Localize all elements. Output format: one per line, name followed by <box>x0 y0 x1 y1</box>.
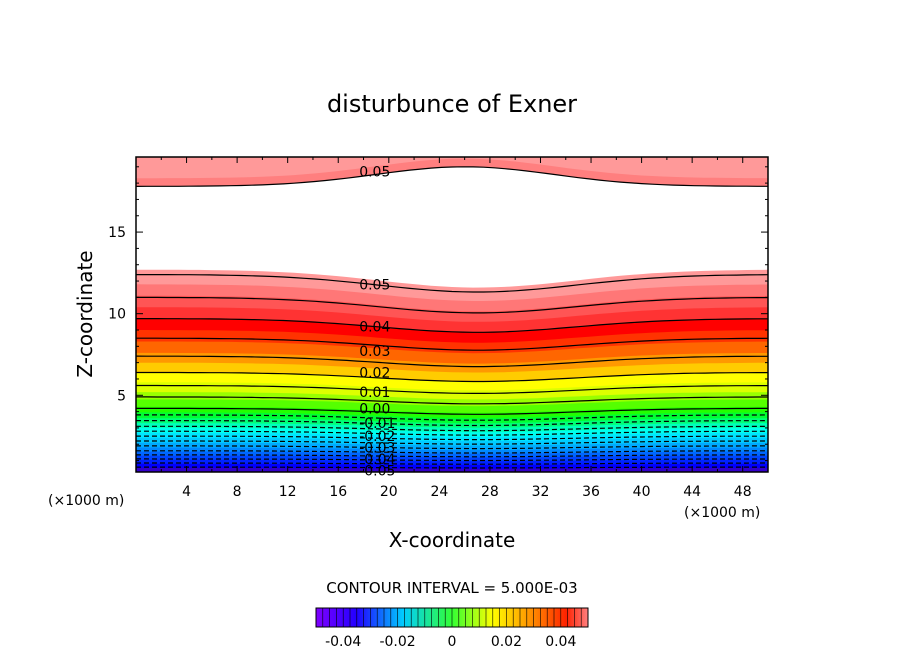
contour-label: -0.02 <box>359 429 395 445</box>
colorbar-tick-label: 0.04 <box>545 634 576 650</box>
contour-line <box>136 407 768 415</box>
colorbar-frame <box>315 607 589 628</box>
contour-interval-label: CONTOUR INTERVAL = 5.000E-03 <box>326 579 577 597</box>
chart-title: disturbunce of Exner <box>327 90 577 118</box>
y-tick-label: 10 <box>108 307 126 323</box>
contour-line <box>136 355 768 368</box>
y-axis-label: Z-coordinate <box>73 250 97 377</box>
x-tick-label: 16 <box>329 484 347 500</box>
x-tick-label: 12 <box>279 484 297 500</box>
contour-band-top <box>136 157 768 179</box>
contour-label: 0.05 <box>359 277 390 293</box>
contour-fills <box>136 157 768 488</box>
contour-labels: 0.050.050.040.030.020.010.00-0.01-0.02-0… <box>359 165 395 480</box>
x-axis-ticks: 4 8 12 16 20 24 28 32 36 40 44 48 <box>160 157 752 500</box>
x-tick-label: 4 <box>182 484 191 500</box>
contour-label: -0.01 <box>359 416 395 432</box>
contour-line <box>136 337 768 351</box>
x-tick-label: 36 <box>582 484 600 500</box>
x-tick-label: 40 <box>633 484 651 500</box>
contour-line-negative <box>136 466 768 469</box>
contour-label: 0.02 <box>359 365 390 381</box>
x-tick-label: 48 <box>734 484 752 500</box>
y-tick-label: 5 <box>117 388 126 404</box>
contour-line-negative <box>136 420 768 427</box>
contour-label: 0.05 <box>359 165 390 181</box>
contour-band <box>136 467 768 472</box>
x-unit-left: (×1000 m) <box>48 493 124 509</box>
contour-line <box>136 166 768 187</box>
contour-line-negative <box>136 462 768 465</box>
x-tick-label: 44 <box>683 484 701 500</box>
contour-line <box>136 296 768 314</box>
contour-label: 0.03 <box>359 344 390 360</box>
contour-label: 0.04 <box>359 320 390 336</box>
contour-label: 0.00 <box>359 401 390 417</box>
colorbar <box>315 607 589 628</box>
x-unit-right: (×1000 m) <box>684 505 760 521</box>
x-tick-label: 8 <box>233 484 242 500</box>
contour-line <box>136 384 768 394</box>
colorbar-tick-label: 0 <box>448 634 457 650</box>
contour-line-negative <box>136 414 768 421</box>
x-tick-label: 24 <box>430 484 448 500</box>
contour-line <box>136 274 768 293</box>
x-axis-label: X-coordinate <box>389 528 516 552</box>
contour-line <box>136 318 768 333</box>
y-axis-ticks: 5 10 15 <box>108 166 768 462</box>
y-tick-label: 15 <box>108 225 126 241</box>
contour-line-negative <box>136 440 768 445</box>
contour-label: -0.03 <box>359 441 395 457</box>
contour-label: 0.01 <box>359 385 390 401</box>
contour-label: -0.04 <box>359 452 395 468</box>
contour-line <box>136 396 768 405</box>
contour-line-negative <box>136 458 768 462</box>
x-tick-label: 28 <box>481 484 499 500</box>
colorbar-tick-label: 0.02 <box>491 634 522 650</box>
colorbar-tick-label: -0.02 <box>379 634 415 650</box>
plot-frame <box>135 156 769 473</box>
contour-line-negative <box>136 450 768 454</box>
contour-line-negative <box>136 445 768 450</box>
contour-line <box>136 371 768 383</box>
contour-lines <box>136 166 768 469</box>
contour-line-negative <box>136 454 768 458</box>
colorbar-ticks: -0.04 -0.02 0 0.02 0.04 <box>325 634 576 650</box>
colorbar-tick-label: -0.04 <box>325 634 361 650</box>
contour-line-negative <box>136 425 768 432</box>
contour-line-negative <box>136 435 768 441</box>
x-tick-label: 20 <box>380 484 398 500</box>
contour-band <box>136 472 768 488</box>
x-tick-label: 32 <box>532 484 550 500</box>
contour-line-negative <box>136 430 768 436</box>
